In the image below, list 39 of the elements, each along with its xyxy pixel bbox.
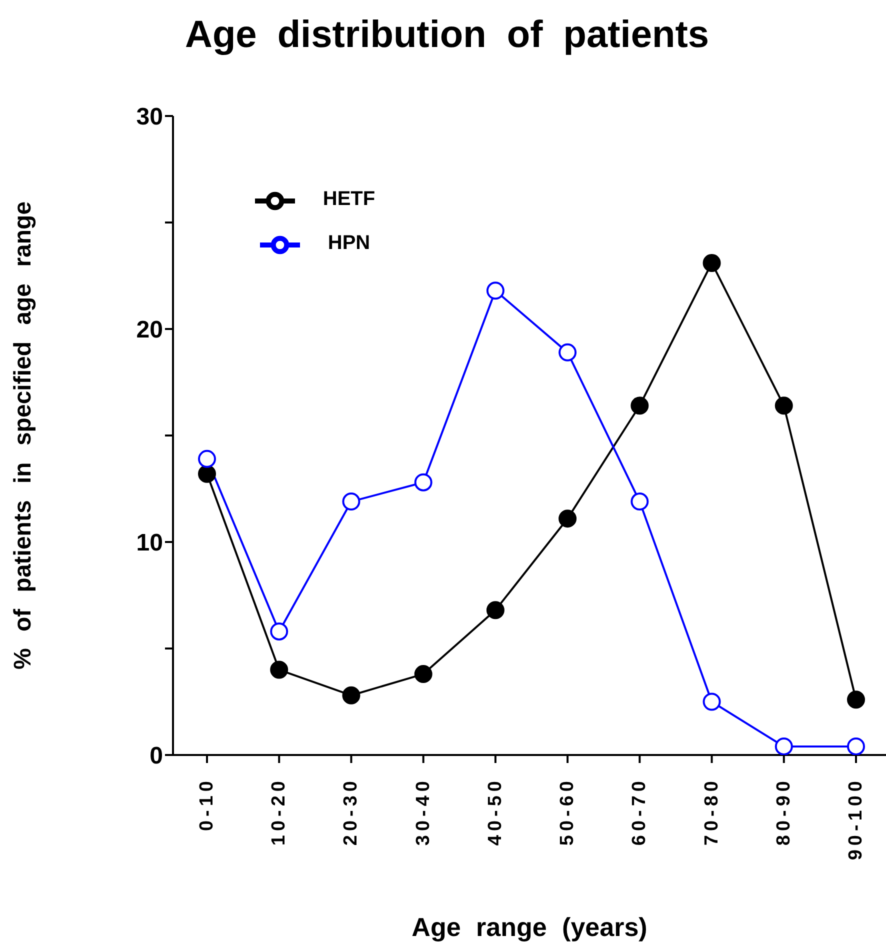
x-tick-label: 10-20 [268, 777, 290, 846]
y-tick-label: 10 [136, 530, 163, 557]
point [342, 492, 360, 511]
x-tick-label: 70-80 [701, 777, 722, 846]
point [342, 686, 360, 704]
x-tick-label: 80-90 [773, 777, 794, 846]
x-tick-label: 20-30 [340, 777, 362, 846]
y-tick-label: 0 [150, 742, 163, 770]
point [847, 737, 865, 755]
point [486, 601, 504, 620]
point [198, 464, 216, 483]
legend-label: HETF [322, 188, 376, 210]
x-tick-label: 0-10 [196, 777, 218, 832]
point [774, 396, 793, 415]
point [702, 254, 721, 272]
point [414, 473, 432, 492]
x-axis-title: Age range (years) [412, 912, 648, 942]
point [198, 450, 216, 468]
point [486, 282, 504, 300]
legend-label: HPN [328, 232, 370, 254]
y-tick-label: 20 [136, 316, 163, 344]
x-tick-label: 60-70 [629, 777, 650, 846]
x-tick-label: 50-60 [557, 777, 578, 846]
y-axis-title: % of patients in specified age range [10, 201, 37, 670]
point [630, 396, 649, 415]
point [630, 492, 649, 511]
point [270, 622, 288, 640]
point [414, 665, 432, 684]
point [558, 510, 577, 528]
point [270, 660, 288, 679]
point [702, 692, 721, 711]
point [558, 343, 577, 362]
point [774, 737, 793, 755]
y-tick-label: 30 [136, 104, 163, 131]
point [847, 690, 865, 709]
x-tick-label: 30-40 [412, 777, 434, 846]
x-tick-label: 40-50 [484, 777, 506, 846]
chart-title: Age distribution of patients [184, 14, 710, 57]
x-tick-label: 90-100 [846, 777, 866, 860]
